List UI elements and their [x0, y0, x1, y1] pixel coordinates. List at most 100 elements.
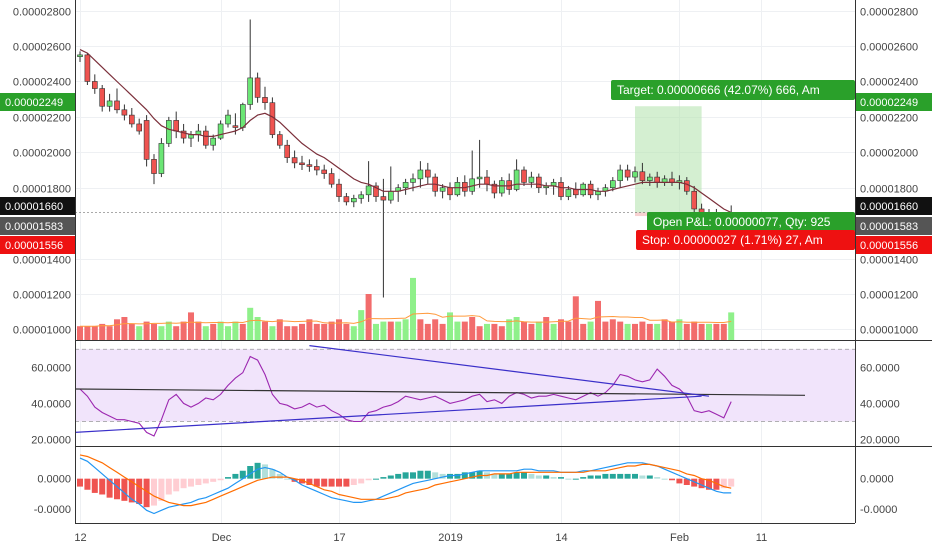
- volume-bar: [424, 323, 431, 340]
- volume-bar: [528, 323, 535, 340]
- time-tick: 12: [74, 532, 86, 544]
- candle-body: [276, 134, 283, 146]
- volume-bar: [328, 321, 335, 340]
- rsi-line: [79, 355, 732, 437]
- candle-body: [254, 77, 261, 98]
- rsi-tick-right: 60.0000: [860, 362, 900, 374]
- macd-bar: [365, 478, 372, 481]
- macd-bar: [217, 478, 224, 481]
- macd-bar: [720, 478, 727, 489]
- rsi-tick-left: 40.0000: [31, 398, 71, 410]
- volume-bar: [432, 319, 439, 340]
- macd-bar: [373, 478, 379, 480]
- volume-bar: [706, 323, 712, 340]
- price-badge-left-bg: [0, 197, 75, 215]
- macd-bar: [469, 472, 476, 479]
- target-zone: [635, 106, 702, 213]
- volume-bar: [380, 321, 387, 340]
- macd-bar: [461, 472, 468, 479]
- price-tick-right: 0.00002000: [860, 148, 918, 160]
- macd-bar: [439, 473, 446, 479]
- volume-bar: [350, 326, 357, 340]
- macd-bar: [402, 472, 409, 479]
- macd-bar: [284, 478, 291, 480]
- macd-bar: [661, 478, 668, 480]
- volume-bar: [661, 319, 668, 340]
- macd-bar: [713, 478, 720, 490]
- price-tick-right: 0.00002600: [860, 42, 918, 54]
- candle-body: [410, 178, 416, 183]
- candle-body: [350, 198, 357, 203]
- macd-bar: [336, 478, 342, 487]
- volume-bar: [358, 310, 365, 340]
- time-tick: Feb: [670, 532, 689, 544]
- candle-body: [291, 157, 298, 164]
- candle-body: [180, 130, 187, 139]
- volume-bar: [535, 321, 542, 340]
- volume-bar: [158, 326, 165, 340]
- macd-bar: [410, 472, 416, 479]
- volume-bar: [151, 323, 157, 340]
- macd-bar: [276, 473, 283, 479]
- macd-bar: [498, 473, 505, 479]
- candle-body: [639, 171, 646, 181]
- time-tick: 14: [555, 532, 567, 544]
- volume-bar: [461, 321, 468, 340]
- macd-histogram: [77, 462, 735, 508]
- candle-body: [513, 169, 520, 190]
- candle-body: [424, 169, 431, 178]
- volume-bar: [417, 319, 424, 340]
- volume-bar: [291, 326, 298, 340]
- macd-bar: [99, 478, 106, 495]
- candle-body: [447, 187, 453, 196]
- candle-body: [129, 114, 135, 125]
- volume-bar: [165, 321, 172, 340]
- volume-bar: [299, 323, 305, 340]
- volume-bar: [410, 277, 416, 340]
- candlesticks: [77, 19, 735, 298]
- rsi-tick-right: 20.0000: [860, 435, 900, 447]
- volume-bar: [343, 323, 350, 340]
- volume-bar: [491, 323, 498, 340]
- volume-bar: [173, 326, 180, 340]
- price-tick-right: 0.00002800: [860, 7, 918, 19]
- candle-body: [84, 54, 91, 82]
- macd-bar: [550, 477, 557, 479]
- candle-body: [92, 81, 98, 89]
- candle-body: [166, 120, 172, 144]
- volume-bar: [402, 319, 409, 340]
- macd-bar: [698, 478, 705, 489]
- candle-body: [476, 176, 483, 180]
- macd-bar: [513, 472, 520, 479]
- macd-bar: [128, 478, 135, 503]
- macd-tick-left: 0.0000: [37, 474, 71, 486]
- candle-body: [558, 182, 564, 197]
- stop-label: Stop: 0.00000027 (1.71%) 27, Am: [642, 233, 823, 247]
- macd-bar: [565, 478, 572, 480]
- candle-body: [284, 144, 291, 158]
- candle-body: [225, 114, 231, 125]
- volume-bar: [106, 326, 113, 340]
- volume-bar: [143, 321, 150, 340]
- macd-bar: [558, 477, 564, 479]
- candle-body: [691, 190, 698, 210]
- candle-body: [158, 143, 165, 174]
- volume-bar: [306, 319, 313, 340]
- candle-body: [373, 185, 379, 197]
- candle-body: [313, 166, 320, 171]
- candle-body: [402, 182, 409, 189]
- volume-bar: [269, 326, 276, 340]
- price-tick-left: 0.00001800: [13, 184, 71, 196]
- volume-bar: [609, 319, 616, 340]
- candle-body: [454, 182, 461, 196]
- macd-bar: [210, 478, 217, 482]
- price-badge-right: 0.00001660: [860, 201, 918, 213]
- volume-bar: [180, 321, 187, 340]
- volume-bar: [284, 326, 291, 340]
- candle-body: [203, 130, 209, 146]
- volume-bar: [99, 323, 106, 340]
- price-tick-left: 0.00001000: [13, 325, 71, 337]
- price-tick-right: 0.00001800: [860, 184, 918, 196]
- volume-bar: [210, 323, 217, 340]
